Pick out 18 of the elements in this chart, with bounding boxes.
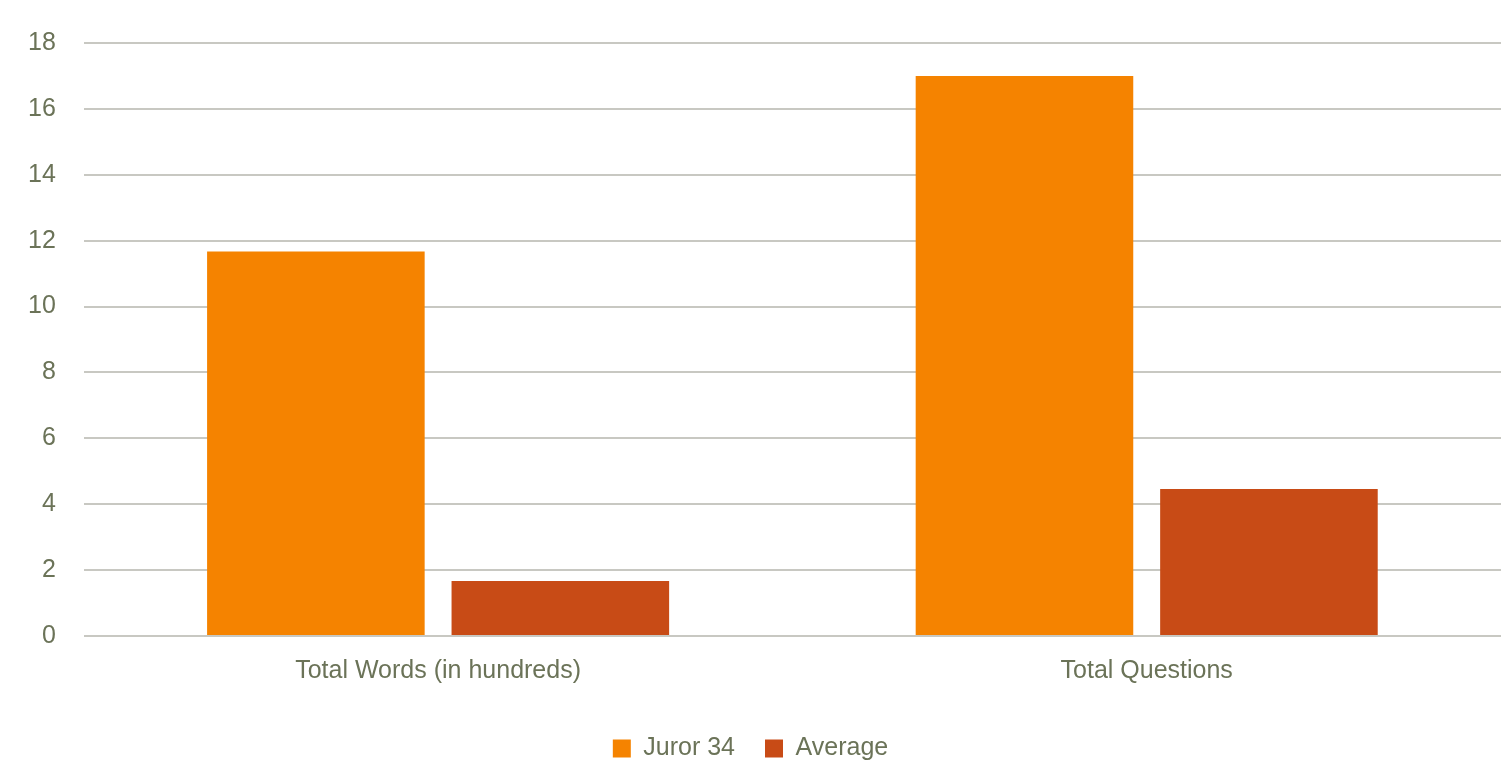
y-tick-label: 14 [28, 158, 56, 187]
y-tick-label: 2 [41, 554, 56, 582]
bar [451, 580, 670, 635]
y-tick-label: 10 [28, 290, 56, 319]
legend-label: Juror 34 [643, 732, 736, 761]
y-tick-label: 12 [28, 224, 56, 253]
y-tick-label: 18 [28, 26, 56, 55]
y-tick-label: 4 [41, 488, 56, 517]
x-tick-label: Total Words (in hundreds) [295, 654, 581, 683]
y-tick-label: 16 [28, 92, 56, 121]
y-tick-label: 6 [41, 422, 56, 451]
bar [207, 251, 425, 635]
y-tick-label: 0 [41, 619, 56, 648]
y-tick-label: 8 [41, 356, 56, 385]
legend-label: Average [795, 732, 889, 761]
bar [915, 75, 1134, 635]
bar [1160, 489, 1378, 635]
x-tick-label: Total Questions [1060, 654, 1233, 683]
